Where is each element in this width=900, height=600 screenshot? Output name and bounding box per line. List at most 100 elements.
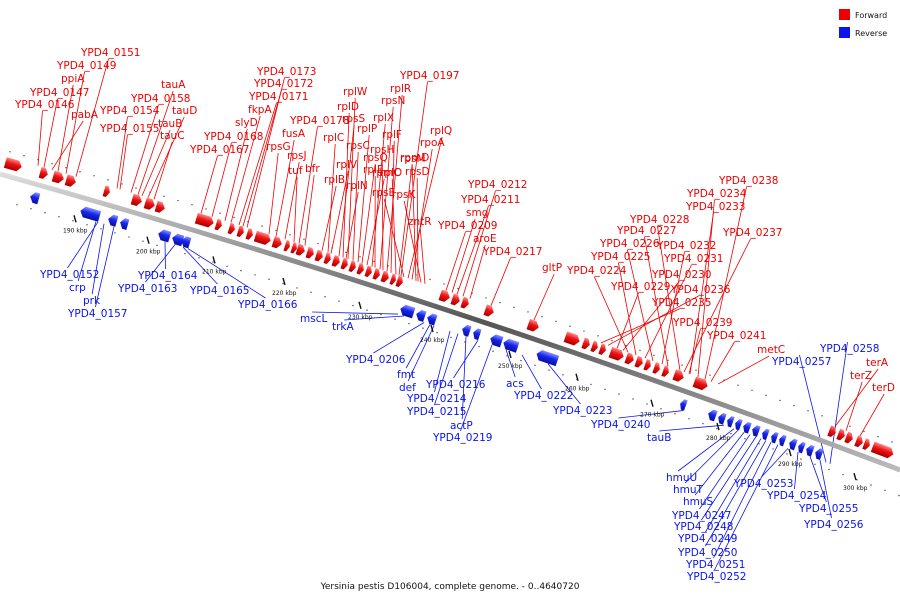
tick-dot bbox=[702, 422, 704, 425]
callout-line bbox=[405, 324, 431, 369]
tick-dot bbox=[121, 183, 123, 185]
forward-gene-arrow bbox=[870, 441, 894, 459]
callout-line bbox=[644, 264, 692, 359]
gene-label-ppia: ppiA bbox=[61, 73, 85, 85]
callout-line bbox=[91, 223, 105, 295]
reverse-gene-arrow bbox=[80, 206, 102, 222]
legend-label-forward: Forward bbox=[855, 11, 887, 20]
tick-dot bbox=[37, 159, 39, 161]
tick-dot bbox=[387, 265, 389, 267]
tick-dot bbox=[93, 175, 95, 177]
gene-label-hmuu: hmuU bbox=[666, 472, 697, 484]
gene-label-tauc: tauC bbox=[160, 130, 185, 142]
tick-label: 260 kbp bbox=[565, 386, 590, 393]
forward-gene-arrow bbox=[253, 230, 271, 245]
callout-line bbox=[407, 325, 435, 382]
tick-dot bbox=[296, 287, 298, 289]
tick-label: 280 kbp bbox=[706, 435, 731, 442]
tick-dot bbox=[149, 191, 151, 193]
gene-label-ypd4-0231: YPD4_0231 bbox=[663, 253, 723, 265]
gene-label-ypd4-0168: YPD4_0168 bbox=[203, 131, 263, 143]
tick-dot bbox=[583, 330, 585, 332]
forward-gene-arrow bbox=[862, 438, 870, 450]
gene-label-ypd4-0238: YPD4_0238 bbox=[718, 175, 778, 187]
gene-label-ypd4-0216: YPD4_0216 bbox=[425, 379, 486, 391]
reverse-gene-arrow bbox=[708, 409, 718, 422]
gene-label-ypd4-0234: YPD4_0234 bbox=[686, 188, 747, 200]
gene-label-rpsq: rpsQ bbox=[363, 152, 388, 164]
gene-label-ypd4-0165: YPD4_0165 bbox=[189, 285, 249, 297]
tick-mark bbox=[282, 277, 286, 286]
callout-line bbox=[688, 328, 701, 374]
gene-label-ypd4-0154: YPD4_0154 bbox=[99, 105, 160, 117]
forward-gene-arrow bbox=[331, 255, 340, 267]
callout-line bbox=[859, 393, 885, 437]
callout-line bbox=[200, 155, 218, 214]
forward-gene-arrow bbox=[283, 239, 290, 252]
callout-line bbox=[238, 102, 277, 226]
tick-dot bbox=[779, 399, 781, 402]
tick-dot bbox=[814, 463, 816, 465]
gene-label-rple: rplE bbox=[363, 164, 384, 176]
tick-dot bbox=[352, 304, 354, 307]
gene-label-slyd: slyD bbox=[235, 117, 258, 129]
forward-gene-arrow bbox=[323, 252, 331, 265]
tick-dot bbox=[212, 261, 214, 263]
tick-dot bbox=[898, 494, 900, 497]
gene-label-ypd4-0248: YPD4_0248 bbox=[673, 521, 733, 533]
gene-label-ypd4-0226: YPD4_0226 bbox=[599, 238, 660, 250]
callout-line bbox=[407, 136, 443, 279]
forward-gene-arrow bbox=[236, 225, 244, 237]
callout-lines bbox=[37, 58, 885, 571]
callout-line bbox=[794, 451, 799, 490]
reverse-gene-arrow bbox=[172, 233, 185, 247]
forward-gene-arrow bbox=[3, 157, 22, 172]
forward-gene-arrow bbox=[438, 289, 450, 302]
tick-dot bbox=[79, 171, 81, 173]
forward-gene-arrow bbox=[314, 249, 323, 262]
tick-dot bbox=[793, 404, 795, 407]
tick-dot bbox=[240, 269, 242, 272]
gene-label-fmt: fmt bbox=[397, 369, 415, 381]
callout-line bbox=[211, 142, 232, 217]
gene-label-ypd4-0229: YPD4_0229 bbox=[610, 281, 670, 293]
gene-label-rplf: rplF bbox=[382, 129, 402, 141]
tick-dot bbox=[401, 269, 403, 272]
gene-label-ypd4-0167: YPD4_0167 bbox=[189, 144, 249, 156]
tick-dot bbox=[471, 292, 473, 294]
gene-label-rpld: rplD bbox=[337, 101, 359, 113]
reverse-gene-arrow bbox=[743, 421, 752, 434]
callout-line bbox=[321, 185, 337, 251]
tick-dot bbox=[506, 355, 508, 357]
gene-label-ypd4-0178: YPD4_0178 bbox=[289, 115, 349, 127]
callout-line bbox=[141, 129, 171, 197]
tick-label: 270 kbp bbox=[640, 412, 665, 419]
gene-label-rplc: rplC bbox=[323, 132, 344, 144]
gene-label-crp: crp bbox=[69, 282, 86, 294]
forward-gene-arrow bbox=[227, 222, 235, 235]
gene-label-tuf: tuf bbox=[288, 165, 303, 177]
gene-label-ypd4-0251: YPD4_0251 bbox=[685, 559, 745, 571]
tick-dot bbox=[282, 282, 284, 285]
legend-label-reverse: Reverse bbox=[855, 29, 887, 38]
gene-label-ypd4-0171: YPD4_0171 bbox=[248, 91, 308, 103]
tick-dot bbox=[408, 322, 410, 325]
forward-gene-arrow bbox=[364, 265, 372, 278]
callout-line bbox=[594, 276, 629, 353]
callout-line bbox=[618, 410, 684, 419]
tick-dot bbox=[163, 195, 165, 198]
tick-dot bbox=[485, 297, 487, 299]
reverse-gene-arrow bbox=[680, 399, 688, 411]
forward-gene-arrow bbox=[643, 359, 651, 371]
callout-line bbox=[242, 89, 282, 227]
gene-label-ypd4-0172: YPD4_0172 bbox=[253, 78, 313, 90]
tick-dot bbox=[513, 306, 515, 308]
tick-dot bbox=[331, 247, 333, 249]
tick-dot bbox=[534, 364, 536, 367]
gene-label-ypd4-0258: YPD4_0258 bbox=[819, 343, 879, 355]
forward-gene-arrow bbox=[372, 268, 380, 280]
callout-line bbox=[819, 460, 832, 519]
forward-gene-arrow bbox=[271, 236, 282, 249]
tick-mark bbox=[508, 350, 512, 359]
